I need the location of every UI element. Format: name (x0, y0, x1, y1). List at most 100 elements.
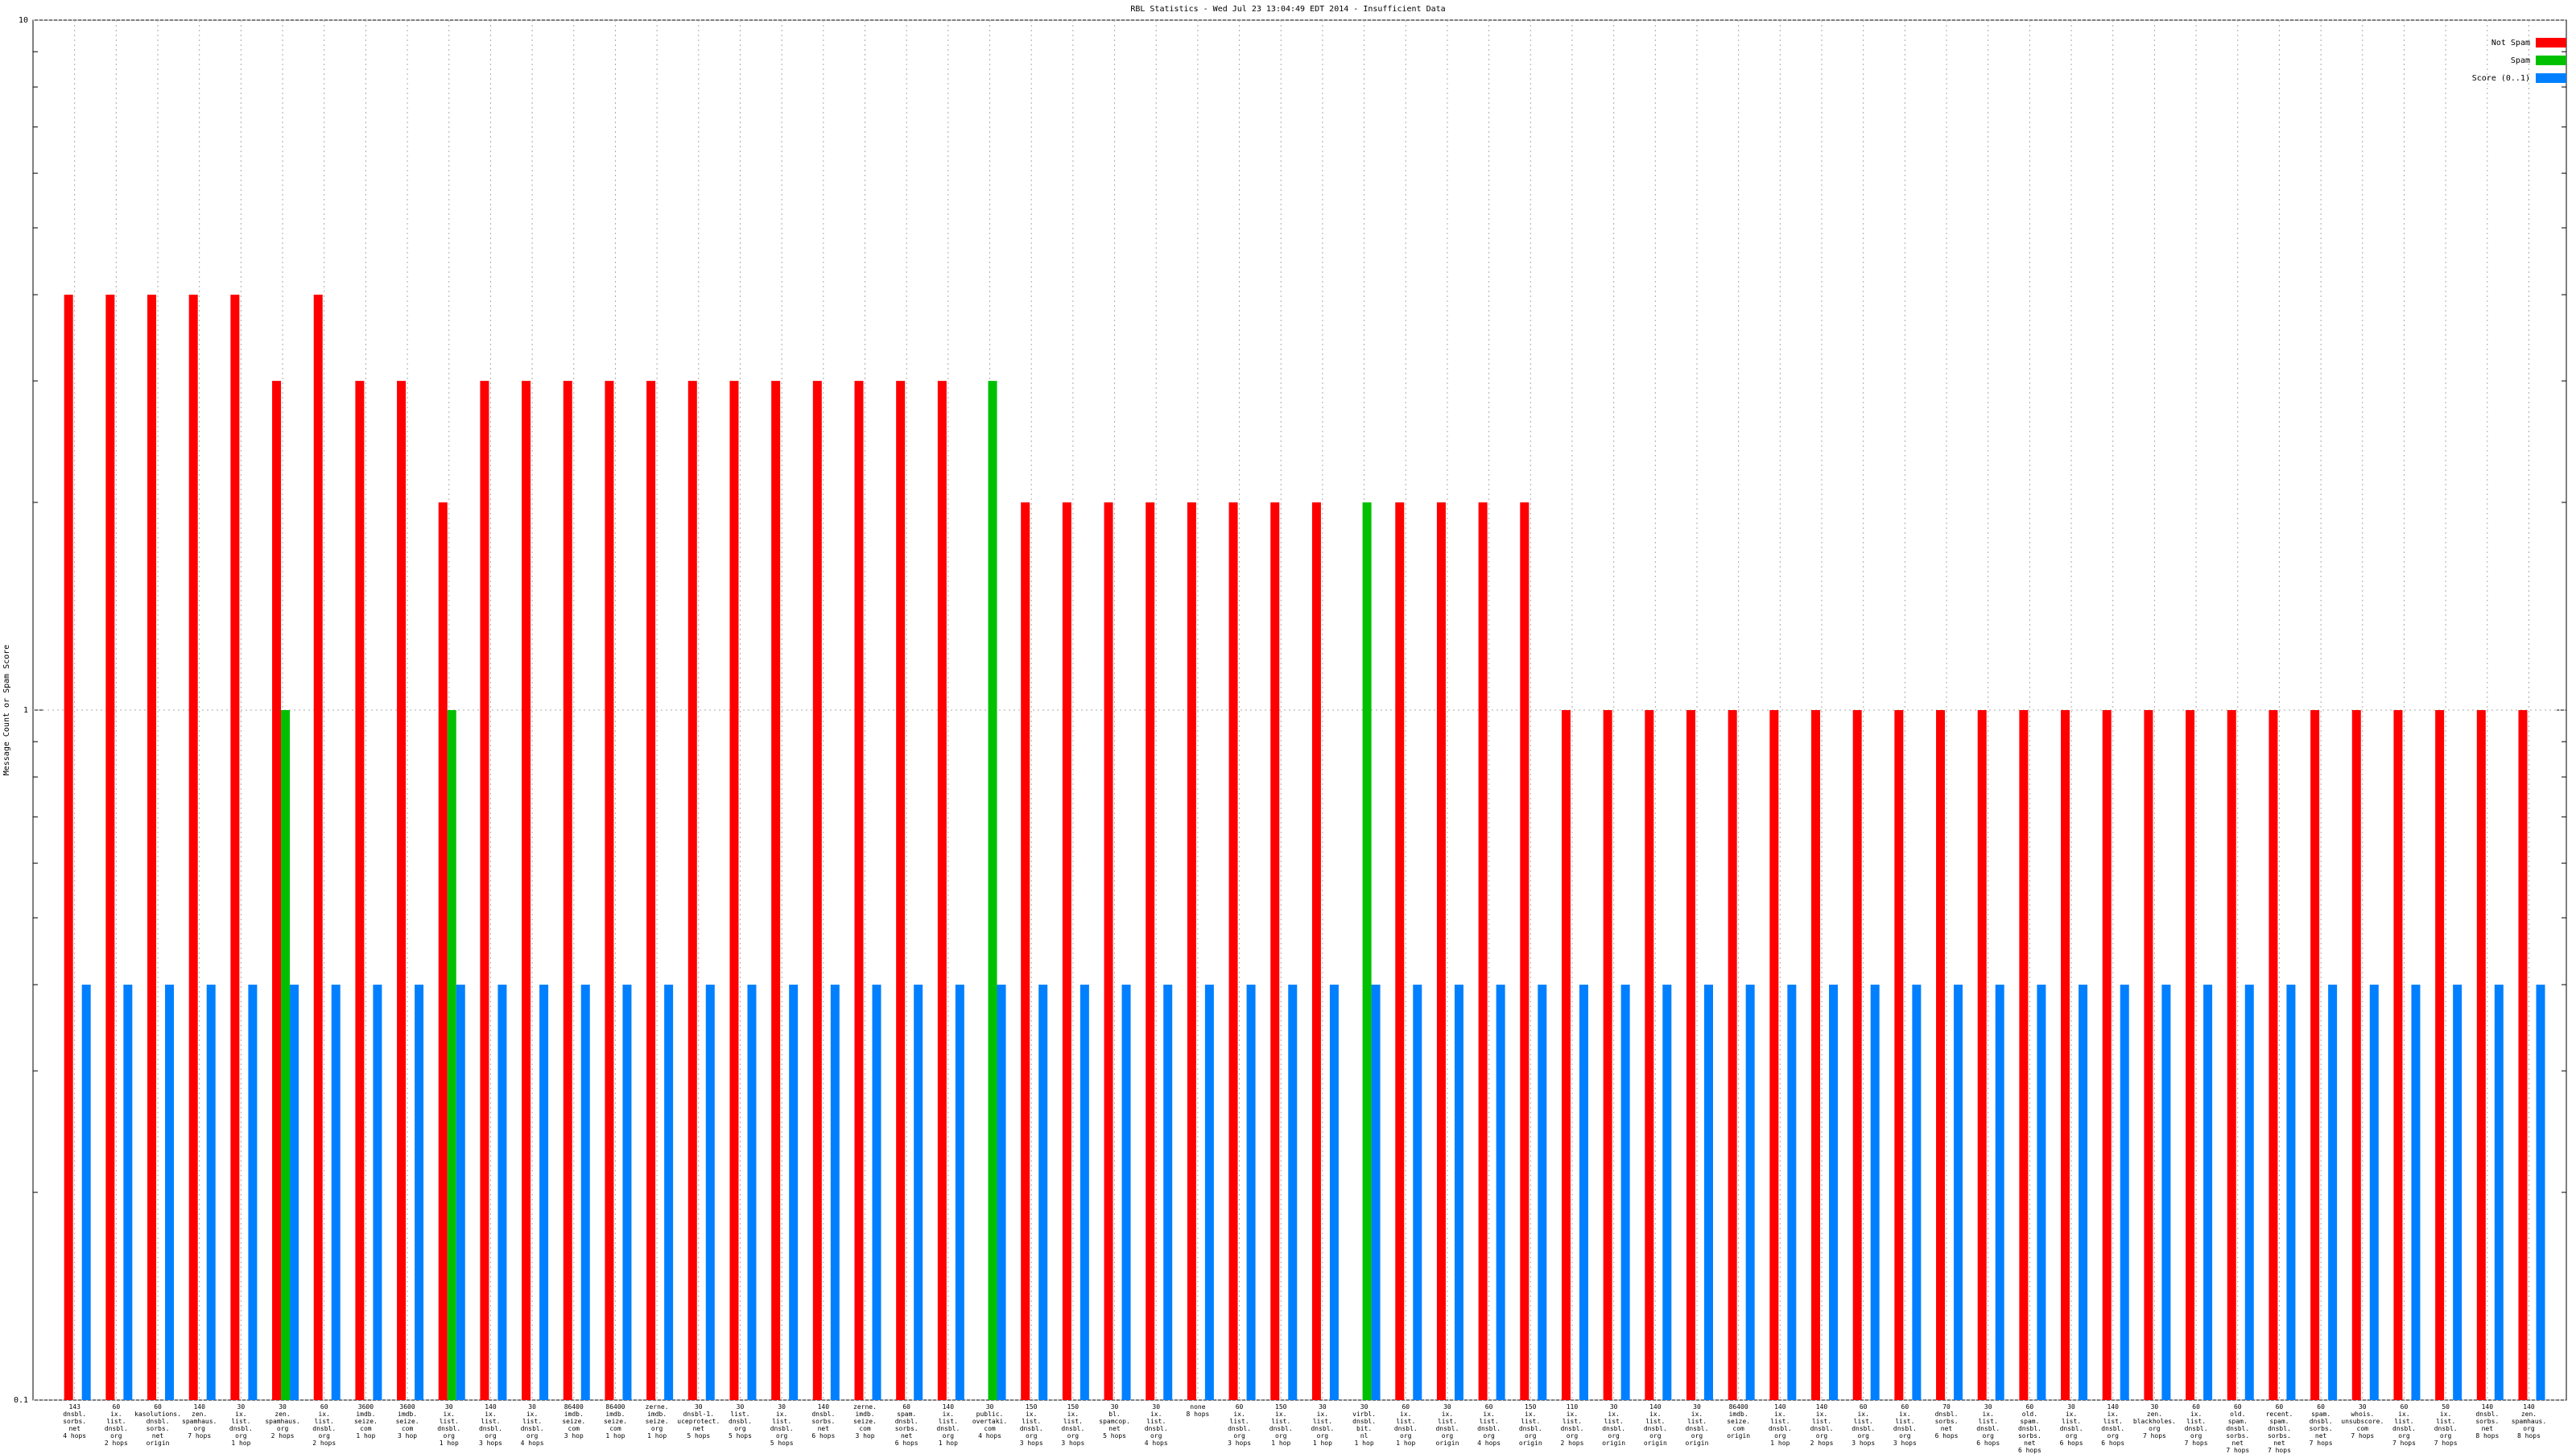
x-tick-label: 60 ix. list. dnsbl. org 3 hops (1228, 1403, 1252, 1447)
bar (896, 381, 906, 1401)
bar (290, 985, 299, 1400)
bar (165, 985, 175, 1400)
bar (872, 985, 881, 1400)
bar (729, 381, 739, 1401)
bar (1912, 985, 1922, 1400)
bar (1329, 985, 1339, 1400)
bar (1829, 985, 1839, 1400)
bar (2310, 710, 2320, 1400)
x-tick-label: 140 ix. list. dnsbl. org origin (1643, 1403, 1667, 1447)
legend-swatch (2536, 38, 2566, 48)
bar (2351, 710, 2361, 1400)
bar (789, 985, 799, 1400)
bar (1769, 710, 1779, 1400)
bar (2244, 985, 2254, 1400)
bar (2161, 985, 2171, 1400)
x-tick-label: 30 ix. list. dnsbl. org 1 hop (1311, 1403, 1335, 1447)
bar (747, 985, 757, 1400)
bar (1520, 502, 1530, 1400)
x-tick-label: zerne. imdb. seize. org 1 hop (645, 1403, 669, 1440)
x-tick-label: 110 ix. list. dnsbl. org 2 hops (1560, 1403, 1584, 1447)
bar (2186, 710, 2195, 1400)
bar (1413, 985, 1422, 1400)
bar (497, 985, 507, 1400)
bar (2476, 710, 2486, 1400)
bar (1228, 502, 1238, 1400)
bar (522, 381, 531, 1401)
bar (397, 381, 407, 1401)
x-tick-label: 30 whois. unsubscore. com 7 hops (2341, 1403, 2384, 1440)
x-tick-label: 60 spam. dnsbl. sorbs. net 7 hops (2309, 1403, 2333, 1447)
bar (2019, 710, 2029, 1400)
bar (2411, 985, 2421, 1400)
chart-title: RBL Statistics - Wed Jul 23 13:04:49 EDT… (1130, 5, 1445, 14)
x-tick-label: 140 dnsbl. sorbs. net 6 hops (811, 1403, 836, 1440)
bar (1038, 985, 1048, 1400)
bar (1538, 985, 1547, 1400)
x-tick-label: 140 dnsbl. sorbs. net 8 hops (2475, 1403, 2500, 1440)
bar (2328, 985, 2338, 1400)
bar (2536, 985, 2545, 1400)
x-tick-label: 3600 imdb. seize. com 1 hop (353, 1403, 378, 1440)
bar (854, 381, 864, 1401)
bar (1246, 985, 1256, 1400)
bar (281, 710, 291, 1400)
bar (1080, 985, 1089, 1400)
x-tick-label: 30 ix. list. dnsbl. org origin (1602, 1403, 1626, 1447)
bar (2369, 985, 2379, 1400)
bar (646, 381, 656, 1401)
x-tick-label: 60 ix. list. dnsbl. org 7 hops (2184, 1403, 2208, 1447)
x-tick-label: 30 virbl. dnsbl. bit. nl 1 hop (1352, 1403, 1377, 1447)
bar (1936, 710, 1946, 1400)
bar (2435, 710, 2445, 1400)
x-tick-label: none 8 hops (1186, 1403, 1210, 1418)
x-tick-label: 30 ix. list. dnsbl. org origin (1435, 1403, 1459, 1447)
bar (2393, 710, 2403, 1400)
bar (355, 381, 365, 1401)
x-tick-label: 140 zen. spamhaus. org 7 hops (182, 1403, 217, 1440)
x-tick-label: 60 ix. list. dnsbl. org 1 hop (1393, 1403, 1418, 1447)
x-tick-label: 86400 imdb. seize. com 1 hop (603, 1403, 627, 1440)
x-tick-label: 143 dnsbl. sorbs. net 4 hops (63, 1403, 87, 1440)
bar (1163, 985, 1173, 1400)
bar (1728, 710, 1737, 1400)
bar (2079, 985, 2088, 1400)
bar (1703, 985, 1713, 1400)
bar (2227, 710, 2236, 1400)
x-tick-label: 150 ix. list. dnsbl. org 3 hops (1061, 1403, 1085, 1447)
x-tick-label: 30 ix. list. dnsbl. org 1 hop (229, 1403, 253, 1447)
x-tick-label: 150 ix. list. dnsbl. org 1 hop (1269, 1403, 1293, 1447)
bar (248, 985, 258, 1400)
x-tick-label: 70 dnsbl. sorbs. net 6 hops (1934, 1403, 1959, 1440)
bar (1362, 502, 1372, 1400)
x-tick-label: 30 ix. list. dnsbl. org 6 hops (1976, 1403, 2000, 1447)
bar (1311, 502, 1321, 1400)
bar (1436, 502, 1446, 1400)
legend-label: Score (0..1) (2472, 74, 2530, 83)
legend-swatch (2536, 56, 2566, 65)
bar (1454, 985, 1463, 1400)
x-tick-label: 60 ix. list. dnsbl. org 2 hops (312, 1403, 336, 1447)
bar (605, 381, 614, 1401)
bar (1870, 985, 1880, 1400)
x-tick-label: 140 ix. list. dnsbl. org 2 hops (1810, 1403, 1834, 1447)
bar (1579, 985, 1588, 1400)
x-tick-label: 140 ix. list. dnsbl. org 6 hops (2101, 1403, 2125, 1447)
bar (1104, 502, 1113, 1400)
bar (1187, 502, 1196, 1400)
y-tick-label: 1 (23, 706, 28, 715)
bar (1270, 502, 1280, 1400)
bar (1954, 985, 1963, 1400)
bar (447, 710, 456, 1400)
x-tick-label: 30 ix. list. dnsbl. org origin (1685, 1403, 1709, 1447)
bar (272, 381, 282, 1401)
bar (1852, 710, 1862, 1400)
bar (687, 381, 697, 1401)
bar (1288, 985, 1298, 1400)
y-tick-label: 0.1 (14, 1396, 28, 1405)
x-tick-label: 30 zen. blackholes. org 7 hops (2132, 1403, 2176, 1440)
x-tick-label: zerne. imdb. seize. com 3 hop (853, 1403, 877, 1440)
bar (955, 985, 964, 1400)
